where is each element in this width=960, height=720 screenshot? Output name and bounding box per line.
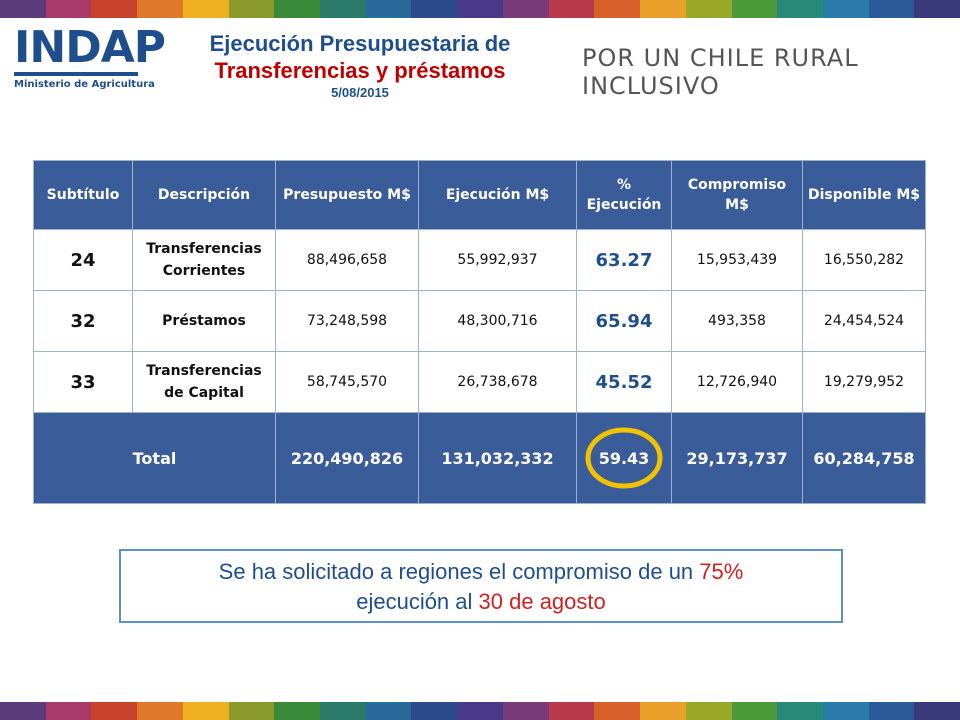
stripe-segment xyxy=(411,0,458,18)
table-header-row: Subtítulo Descripción Presupuesto M$ Eje… xyxy=(33,160,926,230)
total-disponible: 60,284,758 xyxy=(802,412,926,504)
stripe-segment xyxy=(45,702,92,720)
header-compromiso: Compromiso M$ xyxy=(671,160,803,230)
title-line-2: Transferencias y préstamos xyxy=(214,58,506,83)
cell-disponible: 16,550,282 xyxy=(802,229,926,291)
logo-wordmark: INDAP xyxy=(14,22,166,73)
cell-disponible: 19,279,952 xyxy=(802,351,926,413)
cell-code: 24 xyxy=(33,229,133,291)
logo-rule xyxy=(14,72,138,76)
stripe-segment xyxy=(502,702,549,720)
cell-ejecucion: 48,300,716 xyxy=(418,290,577,352)
note-highlight-date: 30 de agosto xyxy=(478,589,606,614)
total-ejecucion: 131,032,332 xyxy=(418,412,577,504)
stripe-segment xyxy=(411,702,458,720)
logo-subtitle: Ministerio de Agricultura xyxy=(14,79,155,90)
stripe-segment xyxy=(731,702,778,720)
cell-disponible: 24,454,524 xyxy=(802,290,926,352)
stripe-segment xyxy=(822,702,869,720)
slide-title: Ejecución Presupuestaria de Transferenci… xyxy=(160,30,560,102)
budget-table: Subtítulo Descripción Presupuesto M$ Eje… xyxy=(33,160,926,504)
stripe-segment xyxy=(228,0,275,18)
note-text-2: ejecución al xyxy=(356,589,479,614)
top-color-stripe xyxy=(0,0,960,18)
cell-ejecucion: 26,738,678 xyxy=(418,351,577,413)
stripe-segment xyxy=(91,0,138,18)
stripe-segment xyxy=(320,0,366,18)
stripe-segment xyxy=(457,702,503,720)
cell-ejecucion: 55,992,937 xyxy=(418,229,577,291)
stripe-segment xyxy=(137,702,183,720)
title-date: 5/08/2015 xyxy=(331,85,389,100)
note-box: Se ha solicitado a regiones el compromis… xyxy=(119,549,843,623)
stripe-segment xyxy=(868,0,915,18)
bottom-color-stripe xyxy=(0,702,960,720)
cell-code: 32 xyxy=(33,290,133,352)
cell-desc: Transferencias Corrientes xyxy=(132,229,276,291)
stripe-segment xyxy=(868,702,915,720)
stripe-segment xyxy=(91,702,138,720)
stripe-segment xyxy=(320,702,366,720)
stripe-segment xyxy=(182,702,229,720)
header-disponible: Disponible M$ xyxy=(802,160,926,230)
cell-presupuesto: 58,745,570 xyxy=(275,351,419,413)
cell-presupuesto: 73,248,598 xyxy=(275,290,419,352)
cell-compromiso: 15,953,439 xyxy=(671,229,803,291)
cell-code: 33 xyxy=(33,351,133,413)
stripe-segment xyxy=(640,0,686,18)
stripe-segment xyxy=(685,0,732,18)
stripe-segment xyxy=(914,0,960,18)
stripe-segment xyxy=(137,0,183,18)
note-text-1: Se ha solicitado a regiones el compromis… xyxy=(218,559,700,584)
stripe-segment xyxy=(731,0,778,18)
cell-compromiso: 493,358 xyxy=(671,290,803,352)
stripe-segment xyxy=(228,702,275,720)
cell-desc: Transferencias de Capital xyxy=(132,351,276,413)
stripe-segment xyxy=(502,0,549,18)
total-presupuesto: 220,490,826 xyxy=(275,412,419,504)
stripe-segment xyxy=(594,702,641,720)
stripe-segment xyxy=(0,0,46,18)
stripe-segment xyxy=(685,702,732,720)
stripe-segment xyxy=(822,0,869,18)
table-total-row: Total 220,490,826 131,032,332 59.43 29,1… xyxy=(33,412,926,504)
stripe-segment xyxy=(548,702,595,720)
note-highlight-percent: 75% xyxy=(699,559,744,584)
title-line-1: Ejecución Presupuestaria de xyxy=(209,31,511,56)
cell-pct: 63.27 xyxy=(576,229,672,291)
header-pct-ejecucion: % Ejecución xyxy=(576,160,672,230)
stripe-segment xyxy=(274,0,321,18)
table-row: 24 Transferencias Corrientes 88,496,658 … xyxy=(33,229,926,291)
stripe-segment xyxy=(777,0,823,18)
stripe-segment xyxy=(45,0,92,18)
slogan: POR UN CHILE RURAL INCLUSIVO xyxy=(582,44,859,100)
indap-logo: INDAP Ministerio de Agricultura xyxy=(14,22,166,90)
header-ejecucion: Ejecución M$ xyxy=(418,160,577,230)
cell-pct: 45.52 xyxy=(576,351,672,413)
total-label: Total xyxy=(33,412,276,504)
stripe-segment xyxy=(594,0,641,18)
header-descripcion: Descripción xyxy=(132,160,276,230)
stripe-segment xyxy=(274,702,321,720)
table-row: 32 Préstamos 73,248,598 48,300,716 65.94… xyxy=(33,290,926,352)
highlight-circle xyxy=(585,427,663,489)
table-row: 33 Transferencias de Capital 58,745,570 … xyxy=(33,351,926,413)
stripe-segment xyxy=(457,0,503,18)
cell-compromiso: 12,726,940 xyxy=(671,351,803,413)
header-presupuesto: Presupuesto M$ xyxy=(275,160,419,230)
stripe-segment xyxy=(182,0,229,18)
stripe-segment xyxy=(777,702,823,720)
stripe-segment xyxy=(0,702,46,720)
stripe-segment xyxy=(640,702,686,720)
stripe-segment xyxy=(548,0,595,18)
stripe-segment xyxy=(914,702,960,720)
cell-desc: Préstamos xyxy=(132,290,276,352)
header-subtitulo: Subtítulo xyxy=(33,160,133,230)
total-compromiso: 29,173,737 xyxy=(671,412,803,504)
stripe-segment xyxy=(365,0,412,18)
cell-presupuesto: 88,496,658 xyxy=(275,229,419,291)
stripe-segment xyxy=(365,702,412,720)
cell-pct: 65.94 xyxy=(576,290,672,352)
